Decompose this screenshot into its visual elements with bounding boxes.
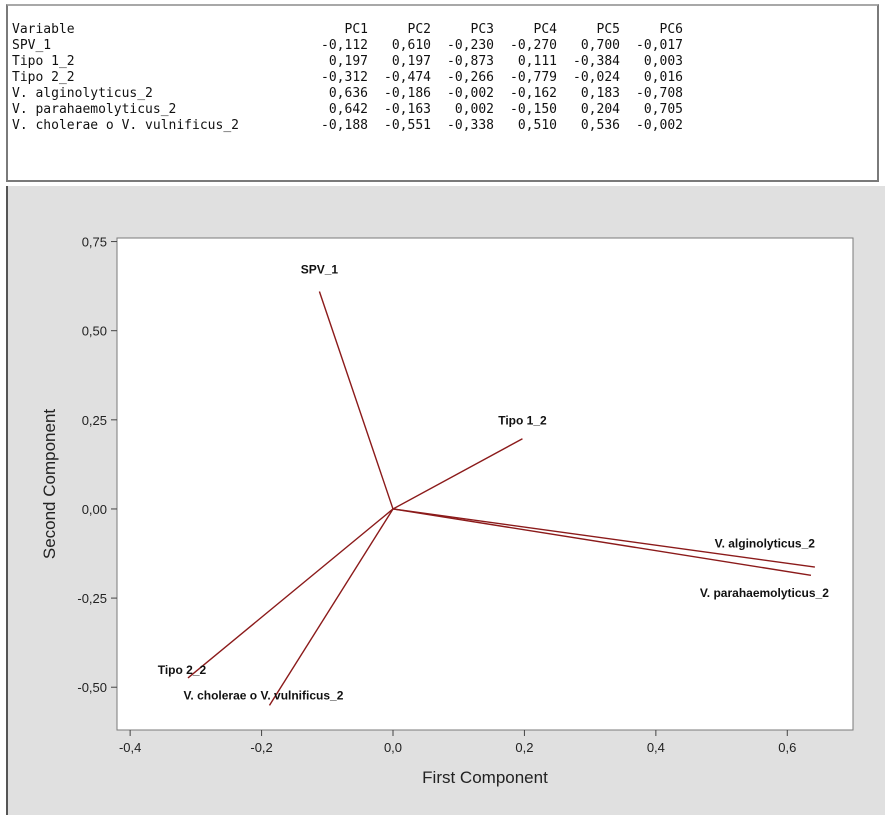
table-row: Tipo 2_2 -0,312 -0,474 -0,266 -0,779 -0,024 0,…	[12, 70, 683, 86]
table-header-cell: PC3	[470, 22, 494, 37]
loading-value-cell: 0,197	[391, 54, 431, 69]
y-axis-label: Second Component	[40, 409, 59, 560]
loading-value-cell: -0,338	[447, 118, 494, 133]
loading-value-cell: -0,312	[321, 70, 368, 85]
table-header-cell: Variable	[12, 22, 75, 37]
loading-value-cell: -0,230	[447, 38, 494, 53]
loading-value-cell: -0,112	[321, 38, 368, 53]
loading-vectors: SPV_1 Tipo 1_2 Tipo 2_2 V. alginolyticus_2 V…	[158, 262, 829, 706]
loading-vector-line	[392, 438, 523, 510]
loading-value-cell: -0,270	[510, 38, 557, 53]
loading-value-cell: -0,474	[384, 70, 431, 85]
variable-name-cell: Tipo 2_2	[12, 70, 75, 85]
loading-vector-label: V. cholerae o V. vulnificus_2	[184, 688, 344, 702]
loading-value-cell: -0,779	[510, 70, 557, 85]
table-header-cell: PC4	[533, 22, 557, 37]
session-output-panel: Variable PC1 PC2 PC3 PC4 PC5 PC6 SPV_1 -0,112 0,6…	[6, 4, 879, 182]
loading-vector-line	[392, 508, 815, 568]
loading-value-cell: -0,551	[384, 118, 431, 133]
loading-value-cell: 0,016	[643, 70, 683, 85]
loading-value-cell: 0,183	[580, 86, 620, 101]
loading-vector-label: Tipo 2_2	[158, 663, 207, 677]
table-header-cell: PC6	[659, 22, 683, 37]
plot-area	[116, 237, 854, 731]
loading-vector-line	[392, 508, 812, 576]
loading-value-cell: 0,002	[454, 102, 494, 117]
loadings-table: Variable PC1 PC2 PC3 PC4 PC5 PC6 SPV_1 -0,112 0,6…	[12, 22, 683, 134]
table-header-cell: PC1	[344, 22, 368, 37]
loading-value-cell: 0,204	[580, 102, 620, 117]
x-tick-label: 0,0	[384, 740, 402, 755]
loading-value-cell: -0,150	[510, 102, 557, 117]
loading-value-cell: 0,536	[580, 118, 620, 133]
loading-value-cell: 0,510	[517, 118, 557, 133]
loading-value-cell: 0,003	[643, 54, 683, 69]
loading-value-cell: -0,162	[510, 86, 557, 101]
table-row: V. cholerae o V. vulnificus_2 -0,188 -0,55…	[12, 118, 683, 134]
table-row: V. parahaemolyticus_2 0,642 -0,163 0,002 -0,…	[12, 102, 683, 118]
y-tick-label: 0,25	[82, 413, 107, 428]
loading-value-cell: -0,186	[384, 86, 431, 101]
loading-vector-line	[268, 508, 394, 706]
loading-value-cell: 0,705	[643, 102, 683, 117]
loading-vector-label: Tipo 1_2	[498, 414, 547, 428]
loading-value-cell: -0,002	[447, 86, 494, 101]
x-tick-label: 0,2	[515, 740, 533, 755]
loading-value-cell: -0,708	[636, 86, 683, 101]
variable-name-cell: V. alginolyticus_2	[12, 86, 153, 101]
table-row: Tipo 1_2 0,197 0,197 -0,873 0,111 -0,384 0,003	[12, 54, 683, 70]
loading-value-cell: 0,111	[517, 54, 557, 69]
y-tick-label: 0,50	[82, 324, 107, 339]
x-tick-label: 0,4	[647, 740, 665, 755]
variable-name-cell: V. parahaemolyticus_2	[12, 102, 177, 117]
table-row: V. alginolyticus_2 0,636 -0,186 -0,002 -0,16…	[12, 86, 683, 102]
variable-name-cell: SPV_1	[12, 38, 52, 53]
variable-name-cell: V. cholerae o V. vulnificus_2	[12, 118, 239, 133]
y-tick-label: 0,75	[82, 235, 107, 250]
table-header-cell: PC5	[596, 22, 620, 37]
loading-value-cell: -0,163	[384, 102, 431, 117]
loading-vector-label: V. parahaemolyticus_2	[700, 586, 829, 600]
axis-ticks: -0,4 -0,2 0,0 0,2 0,4 0,6 -0,50 -0,25 0,00 0,25 0,…	[77, 235, 796, 755]
loading-value-cell: 0,197	[328, 54, 368, 69]
x-tick-label: -0,4	[119, 740, 141, 755]
loading-vector-line	[318, 291, 394, 510]
y-tick-label: -0,25	[77, 591, 107, 606]
loading-value-cell: 0,610	[391, 38, 431, 53]
loading-value-cell: -0,873	[447, 54, 494, 69]
loading-vector-label: V. alginolyticus_2	[715, 536, 816, 550]
loading-value-cell: -0,017	[636, 38, 683, 53]
loading-value-cell: 0,700	[580, 38, 620, 53]
y-tick-label: 0,00	[82, 502, 107, 517]
loading-value-cell: -0,384	[573, 54, 620, 69]
variable-name-cell: Tipo 1_2	[12, 54, 75, 69]
loading-value-cell: -0,188	[321, 118, 368, 133]
y-tick-label: -0,50	[77, 680, 107, 695]
table-row: SPV_1 -0,112 0,610 -0,230 -0,270 0,700 -0,017	[12, 38, 683, 54]
loading-value-cell: -0,266	[447, 70, 494, 85]
x-tick-label: 0,6	[778, 740, 796, 755]
table-header-cell: PC2	[407, 22, 431, 37]
loading-value-cell: 0,636	[328, 86, 368, 101]
x-axis-label: First Component	[422, 768, 548, 787]
loading-value-cell: -0,002	[636, 118, 683, 133]
loading-vector-line	[187, 508, 394, 679]
loading-value-cell: 0,642	[328, 102, 368, 117]
x-tick-label: -0,2	[250, 740, 272, 755]
loading-vector-label: SPV_1	[301, 262, 339, 276]
loading-value-cell: -0,024	[573, 70, 620, 85]
table-header-row: Variable PC1 PC2 PC3 PC4 PC5 PC6	[12, 22, 683, 38]
